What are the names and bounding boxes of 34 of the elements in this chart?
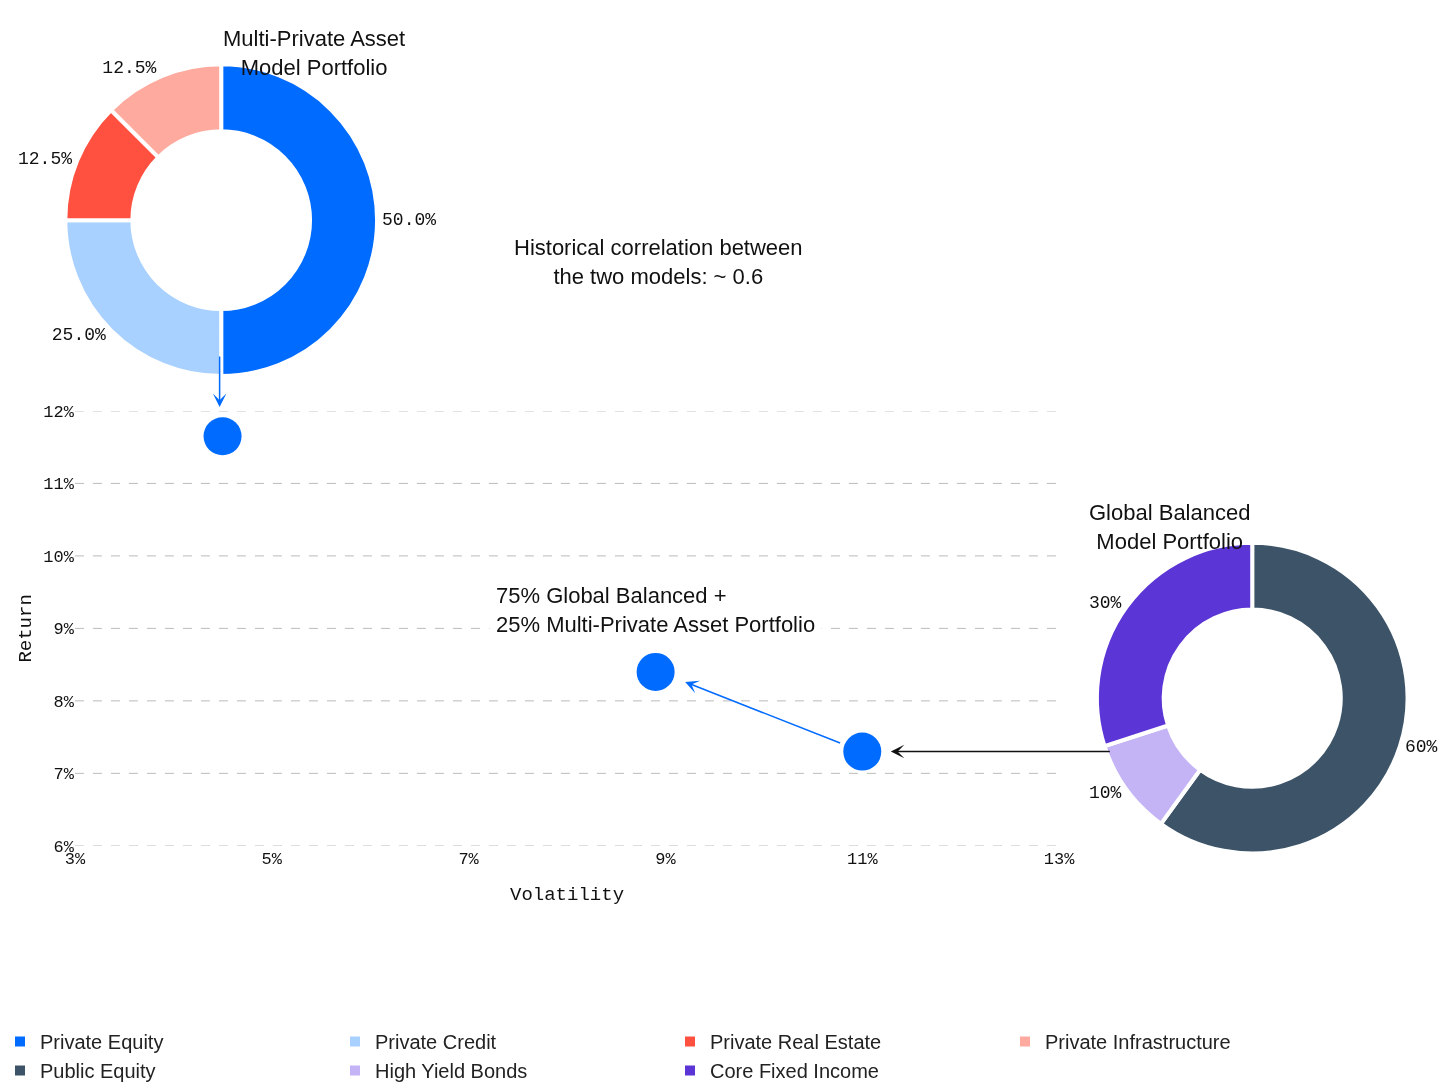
x-tick-label: 9% [655,849,677,869]
data-label: 60% [1404,737,1438,758]
text: Historical correlation between the two models: ~ 0.6 [514,235,803,289]
legend-label: Private Credit [375,1031,497,1054]
x-tick-label: 7% [458,849,480,869]
data-label: 12.5% [17,149,73,170]
chart-title: Global Balanced Model Portfolio [1089,500,1251,554]
annotation: 75% Global Balanced + 25% Multi-Private Asset Portfolio [496,583,816,637]
x-axis-title: Volatility [510,883,625,906]
point [636,652,675,691]
data-label: 25.0% [51,325,106,346]
data-label: 12.5% [102,57,157,78]
legend-label: Public Equity [40,1060,156,1083]
legend-label: Private Equity [40,1031,164,1054]
y-tick-label: 9% [53,620,75,640]
x-tick-label: 11% [846,849,879,869]
point [843,732,882,771]
y-tick-label: 11% [43,475,75,495]
x-tick-label: 5% [261,849,283,869]
data-label: 50.0% [382,210,437,231]
y-tick-label: 8% [53,692,75,712]
y-axis-title: Return [15,594,38,663]
data-label: 10% [1088,782,1122,803]
data-label: 30% [1088,593,1122,614]
legend-label: Private Infrastructure [1045,1031,1231,1054]
legend-label: High Yield Bonds [375,1060,528,1083]
legend-label: Private Real Estate [710,1031,882,1054]
x-tick-label: 13% [1043,849,1076,869]
chart-title: Multi-Private Asset Model Portfolio [223,26,406,80]
y-tick-label: 10% [43,547,75,567]
y-tick-label: 7% [53,765,75,785]
legend-label: Core Fixed Income [710,1060,879,1083]
point [203,417,242,456]
y-tick-label: 12% [43,402,75,422]
